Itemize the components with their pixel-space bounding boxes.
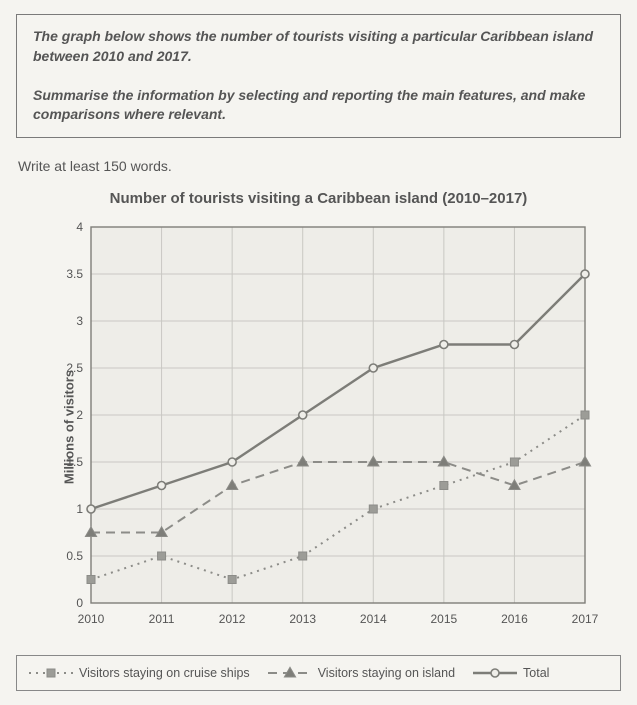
line-chart: 00.511.522.533.5420102011201220132014201… xyxy=(39,217,599,637)
svg-text:2015: 2015 xyxy=(430,612,457,626)
svg-text:3.5: 3.5 xyxy=(66,267,83,281)
legend-swatch-icon xyxy=(29,666,73,680)
legend-item: Visitors staying on cruise ships xyxy=(29,666,250,680)
chart-container: Millions of visitors 00.511.522.533.5420… xyxy=(18,217,619,637)
legend-swatch-icon xyxy=(268,666,312,680)
legend-box: Visitors staying on cruise ships Visitors… xyxy=(16,655,621,691)
svg-text:1: 1 xyxy=(76,502,83,516)
svg-text:3: 3 xyxy=(76,314,83,328)
legend-label: Visitors staying on cruise ships xyxy=(79,666,250,680)
legend-swatch-icon xyxy=(473,666,517,680)
svg-text:0.5: 0.5 xyxy=(66,549,83,563)
svg-text:2017: 2017 xyxy=(571,612,598,626)
svg-text:2012: 2012 xyxy=(218,612,245,626)
prompt-line-1: The graph below shows the number of tour… xyxy=(33,27,604,66)
legend-item: Visitors staying on island xyxy=(268,666,455,680)
svg-text:2: 2 xyxy=(76,408,83,422)
svg-text:2010: 2010 xyxy=(77,612,104,626)
svg-text:2014: 2014 xyxy=(359,612,386,626)
svg-text:0: 0 xyxy=(76,596,83,610)
legend-label: Total xyxy=(523,666,549,680)
svg-text:2011: 2011 xyxy=(148,612,174,626)
prompt-line-2: Summarise the information by selecting a… xyxy=(33,86,604,125)
chart-title: Number of tourists visiting a Caribbean … xyxy=(14,190,623,207)
task-prompt-box: The graph below shows the number of tour… xyxy=(16,14,621,138)
legend-item: Total xyxy=(473,666,549,680)
svg-text:2016: 2016 xyxy=(501,612,528,626)
word-instruction: Write at least 150 words. xyxy=(18,158,623,174)
y-axis-label: Millions of visitors xyxy=(62,370,77,484)
svg-text:2013: 2013 xyxy=(289,612,316,626)
svg-text:4: 4 xyxy=(76,220,83,234)
legend-label: Visitors staying on island xyxy=(318,666,455,680)
